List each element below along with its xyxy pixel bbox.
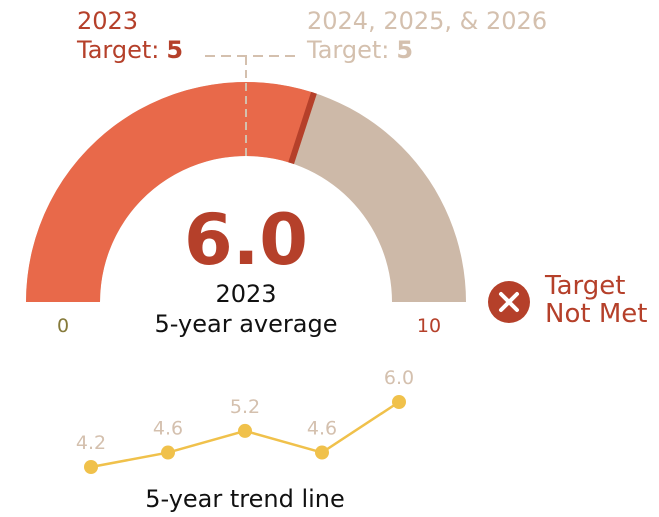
status-x (499, 292, 519, 312)
target-value: 5 (166, 36, 183, 64)
gauge-value: 6.0 (184, 199, 308, 281)
trend-title: 5-year trend line (145, 485, 345, 513)
target-name: 2024, 2025, & 2026 (307, 7, 547, 35)
gauge-year: 2023 (215, 280, 276, 308)
target-text: Target: 5 (76, 36, 183, 64)
target-label: Target: (76, 36, 159, 64)
gauge-caption: 5-year average (155, 310, 338, 338)
trend-label: 4.2 (76, 432, 106, 454)
status-text: Target (544, 271, 625, 301)
trend-label: 5.2 (230, 396, 260, 418)
trend-label: 4.6 (307, 418, 337, 440)
trend-label: 6.0 (384, 367, 414, 389)
trend-point (161, 445, 175, 460)
trend-point (392, 395, 406, 409)
gauge-tick-label: 10 (417, 315, 441, 337)
gauge-band (26, 82, 314, 302)
value-marker (288, 91, 317, 165)
gauge-tick-label: 0 (57, 315, 69, 337)
target-text: Target: 5 (306, 36, 413, 64)
target-label: Target: (306, 36, 389, 64)
target-name: 2023 (77, 7, 138, 35)
status-text: Not Met (545, 299, 647, 329)
trend-point (315, 445, 329, 460)
trend-point (238, 423, 252, 438)
trend-point (84, 460, 98, 474)
target-value: 5 (396, 36, 413, 64)
trend-label: 4.6 (153, 418, 183, 440)
